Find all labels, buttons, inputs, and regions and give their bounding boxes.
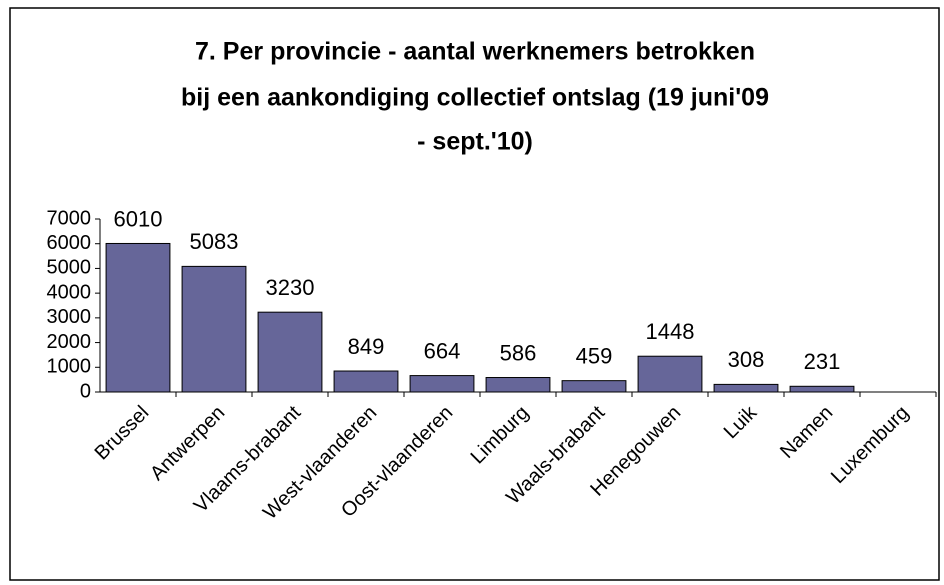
bar xyxy=(789,385,855,393)
bar xyxy=(409,375,475,393)
value-label: 1448 xyxy=(646,319,695,344)
y-tick-label: 1000 xyxy=(47,356,92,378)
value-label: 308 xyxy=(728,347,765,372)
bar xyxy=(105,242,171,393)
y-tick-label: 6000 xyxy=(47,232,92,254)
bar xyxy=(181,265,247,393)
y-tick-label: 5000 xyxy=(47,257,92,279)
y-tick-label: 3000 xyxy=(47,306,92,328)
y-tick-label: 2000 xyxy=(47,331,92,353)
chart-title: 7. Per provincie - aantal werknemers bet… xyxy=(195,38,755,66)
bar xyxy=(333,370,399,393)
y-tick-label: 7000 xyxy=(47,207,92,229)
value-label: 586 xyxy=(500,340,537,365)
value-label: 5083 xyxy=(190,229,239,254)
value-label: 459 xyxy=(576,343,613,368)
bar xyxy=(257,311,323,393)
value-label: 231 xyxy=(804,349,841,374)
bar xyxy=(637,355,703,393)
value-label: 6010 xyxy=(114,206,163,231)
y-tick-label: 4000 xyxy=(47,281,92,303)
bar xyxy=(485,377,551,393)
chart-title: - sept.'10) xyxy=(417,128,533,156)
value-label: 3230 xyxy=(266,275,315,300)
value-label: 664 xyxy=(424,338,461,363)
value-label: 849 xyxy=(348,334,385,359)
chart-title: bij een aankondiging collectief ontslag … xyxy=(181,84,769,112)
y-tick-label: 0 xyxy=(80,380,91,402)
bar xyxy=(561,380,627,393)
bar xyxy=(713,383,779,393)
